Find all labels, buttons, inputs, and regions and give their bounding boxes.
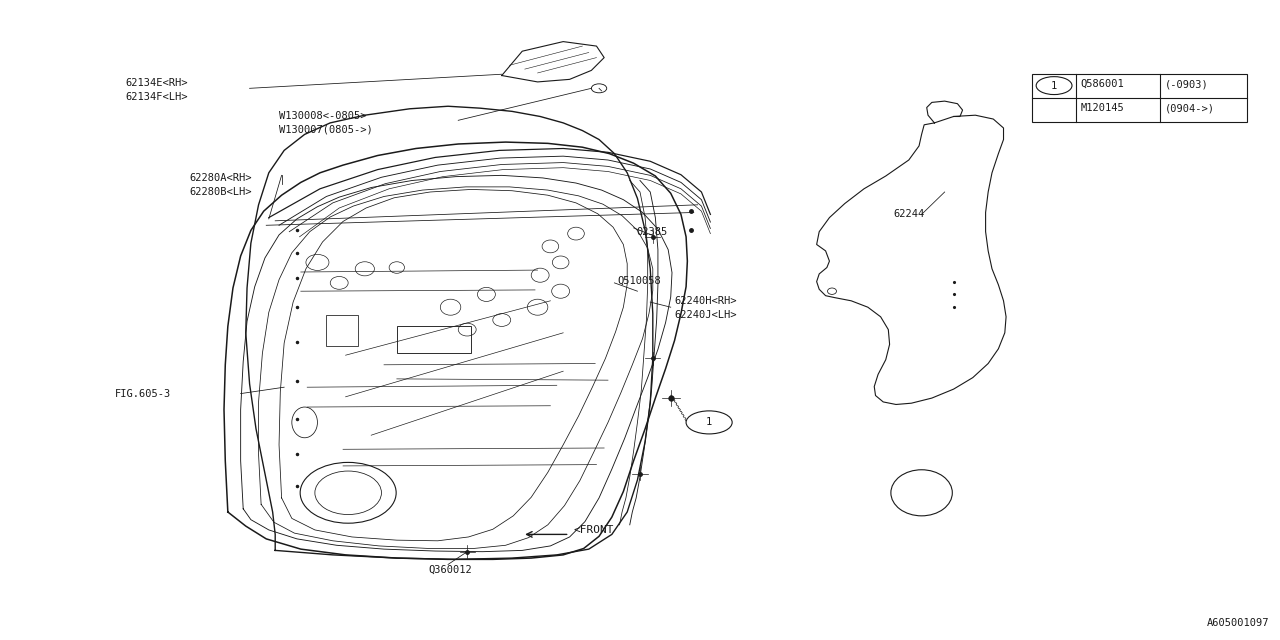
Text: FIG.605-3: FIG.605-3	[115, 388, 172, 399]
Text: <FRONT: <FRONT	[573, 525, 614, 535]
Bar	[1032, 74, 1247, 122]
Text: (0904->): (0904->)	[1165, 103, 1215, 113]
Text: 62244: 62244	[893, 209, 924, 220]
Text: 62134F<LH>: 62134F<LH>	[125, 92, 188, 102]
Text: 62240H<RH>: 62240H<RH>	[675, 296, 737, 306]
Text: Q586001: Q586001	[1080, 79, 1124, 89]
Text: 1: 1	[707, 417, 712, 428]
Text: W130007(0805->): W130007(0805->)	[279, 125, 372, 135]
Text: Q360012: Q360012	[429, 564, 472, 575]
Text: (-0903): (-0903)	[1165, 79, 1208, 89]
Text: A605001097: A605001097	[1207, 618, 1270, 628]
Text: 62280B<LH>: 62280B<LH>	[189, 187, 252, 197]
Text: 62134E<RH>: 62134E<RH>	[125, 78, 188, 88]
Text: Q510058: Q510058	[617, 275, 660, 285]
Text: 62280A<RH>: 62280A<RH>	[189, 173, 252, 183]
Text: M120145: M120145	[1080, 103, 1124, 113]
Text: 62240J<LH>: 62240J<LH>	[675, 310, 737, 320]
Text: 02385: 02385	[636, 227, 667, 237]
Text: W130008<-0805>: W130008<-0805>	[279, 111, 366, 122]
Bar	[326, 315, 358, 346]
Text: 1: 1	[1051, 81, 1057, 91]
